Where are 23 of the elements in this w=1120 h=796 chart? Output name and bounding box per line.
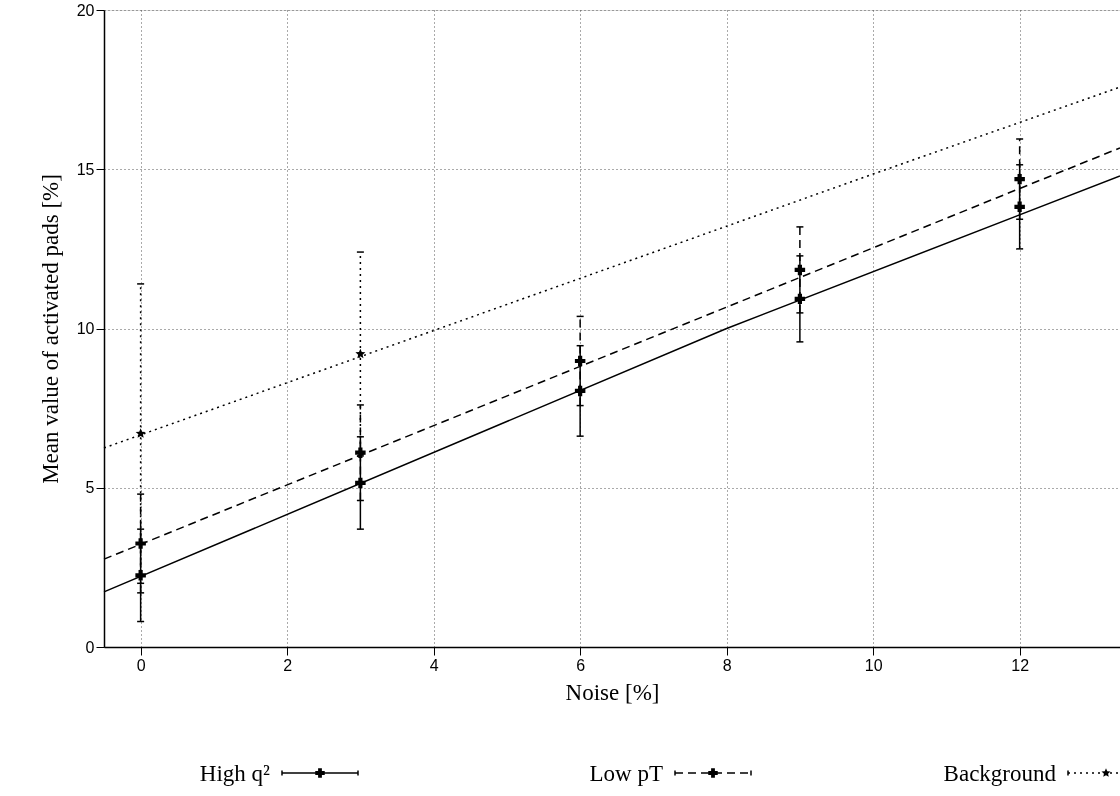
legend-label: Background — [943, 761, 1057, 786]
y-tick-label: 10 — [76, 320, 95, 337]
x-tick-label: 12 — [1011, 656, 1030, 674]
x-tick-label: 10 — [864, 656, 883, 674]
x-tick-label: 0 — [136, 656, 146, 674]
point — [1014, 173, 1025, 185]
y-tick-label: 0 — [85, 638, 95, 656]
x-tick-label: 8 — [722, 656, 732, 674]
x-tick-label: 2 — [283, 656, 293, 674]
y-axis-title: Mean value of activated pads [%] — [37, 174, 63, 484]
point — [135, 538, 146, 549]
point — [574, 355, 586, 367]
point — [794, 264, 806, 276]
point — [1014, 201, 1025, 213]
x-axis-title: Noise [%] — [565, 679, 660, 705]
legend-label: Low pT — [589, 761, 663, 786]
y-tick-label: 15 — [76, 160, 95, 178]
y-tick-label: 5 — [85, 479, 95, 497]
y-tick-label: 20 — [76, 1, 95, 19]
x-tick-label: 4 — [429, 656, 439, 674]
legend-label: High q² — [199, 761, 271, 786]
x-tick-label: 6 — [576, 656, 586, 674]
point — [355, 348, 366, 359]
